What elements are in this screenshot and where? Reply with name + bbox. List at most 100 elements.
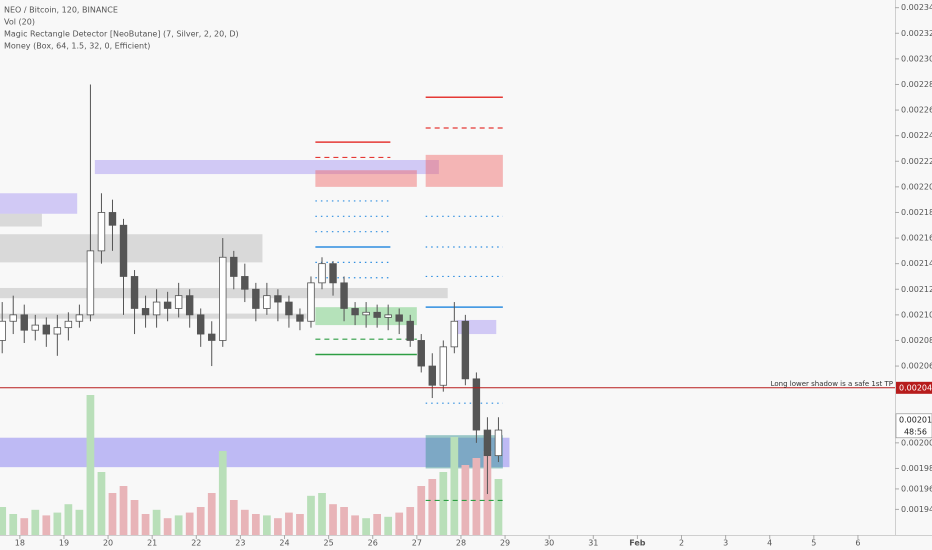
indicator-label: Magic Rectangle Detector [NeoButane] (7,… xyxy=(4,30,239,39)
x-tick-label: 2 xyxy=(679,539,684,548)
volume-bar xyxy=(373,514,382,535)
zone xyxy=(0,193,78,214)
candle-body xyxy=(340,282,348,309)
volume-bar xyxy=(108,493,117,535)
volume-bar xyxy=(472,458,481,535)
volume-bar xyxy=(196,507,205,535)
indicator-label: Money (Box, 64, 1.5, 32, 0, Efficient) xyxy=(4,42,150,51)
volume-bar xyxy=(296,514,304,535)
y-tick-label: 0.001964 xyxy=(901,484,932,493)
x-tick-label: 5 xyxy=(811,539,816,548)
candle-body xyxy=(208,333,216,341)
candle-body xyxy=(351,308,359,316)
x-tick-label: 26 xyxy=(368,539,378,548)
candle-body xyxy=(274,295,282,303)
candle-body xyxy=(461,320,470,380)
volume-bar xyxy=(64,504,73,535)
x-tick-label: 27 xyxy=(412,539,422,548)
candle-body xyxy=(373,311,381,318)
volume-bar xyxy=(406,507,415,535)
chart-title: NEO / Bitcoin, 120, BINANCE xyxy=(4,6,118,15)
volume-bar xyxy=(119,486,128,535)
volume-bar xyxy=(97,472,106,535)
x-tick-label: 28 xyxy=(456,539,466,548)
volume-bar xyxy=(53,512,62,535)
candle-body xyxy=(108,212,117,226)
zone xyxy=(0,234,263,263)
candle-body xyxy=(42,324,51,335)
volume-bar xyxy=(42,515,51,535)
alert-price-label: 0.002043 xyxy=(899,383,932,392)
countdown: 48:56 xyxy=(904,427,927,436)
candle-body xyxy=(219,256,227,341)
volume-bar xyxy=(428,479,437,535)
volume-bar xyxy=(274,518,282,535)
x-tick-label: Feb xyxy=(629,539,646,548)
volume-bar xyxy=(384,516,393,535)
volume-bar xyxy=(141,514,150,535)
candle-body xyxy=(472,378,481,431)
volume-bar xyxy=(263,515,271,535)
candle-body xyxy=(384,314,392,318)
candle-body xyxy=(152,301,161,316)
x-tick-label: 18 xyxy=(15,539,25,548)
x-tick-label: 19 xyxy=(59,539,69,548)
volume-bar xyxy=(229,500,238,535)
last-price-box xyxy=(895,413,932,439)
candle-body xyxy=(263,295,271,309)
volume-bar xyxy=(86,395,95,535)
candle-body xyxy=(417,340,425,367)
x-tick-label: 4 xyxy=(767,539,772,548)
x-tick-label: 23 xyxy=(235,539,245,548)
volume-bar xyxy=(494,479,503,535)
candle-body xyxy=(185,295,194,316)
volume-bar xyxy=(240,509,249,535)
zone xyxy=(0,213,42,227)
volume-bar xyxy=(31,509,40,535)
volume xyxy=(0,395,503,535)
candle-body xyxy=(439,346,448,386)
volume-bar xyxy=(395,512,404,535)
volume-bar xyxy=(362,518,370,535)
candle-body xyxy=(75,314,84,322)
candle-body xyxy=(307,282,315,322)
zone xyxy=(94,159,439,175)
x-tick-label: 21 xyxy=(147,539,157,548)
candle-body xyxy=(141,308,150,316)
candle-body xyxy=(428,365,436,386)
zone xyxy=(425,154,503,187)
candle-body xyxy=(241,276,249,290)
candle-body xyxy=(494,429,503,457)
volume-bar xyxy=(351,515,359,535)
volume-bar xyxy=(163,518,172,535)
candle-body xyxy=(285,301,293,316)
indicator-label: Vol (20) xyxy=(4,18,35,27)
volume-bar xyxy=(318,493,326,535)
levels xyxy=(315,96,503,502)
volume-bar xyxy=(152,509,161,535)
volume-bar xyxy=(207,493,216,535)
volume-bar xyxy=(450,437,459,535)
x-tick-label: 29 xyxy=(500,539,510,548)
volume-bar xyxy=(340,507,348,535)
volume-bar xyxy=(185,512,194,535)
volume-bar xyxy=(9,514,18,535)
alert-price-box xyxy=(896,381,932,394)
x-tick-label: 3 xyxy=(723,539,728,548)
x-tick-label: 31 xyxy=(588,539,598,548)
candle-body xyxy=(483,429,492,457)
